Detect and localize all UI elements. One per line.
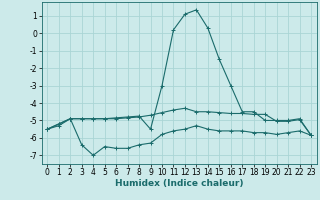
X-axis label: Humidex (Indice chaleur): Humidex (Indice chaleur) [115,179,244,188]
